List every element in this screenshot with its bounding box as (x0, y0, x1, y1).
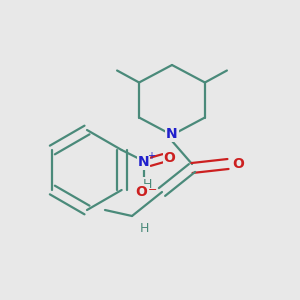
Text: O: O (232, 157, 244, 171)
Text: H: H (142, 178, 152, 190)
Text: −: − (148, 185, 157, 195)
Text: O: O (136, 185, 148, 199)
Text: N: N (138, 155, 149, 169)
Text: O: O (164, 151, 176, 165)
Text: H: H (139, 221, 149, 235)
Text: +: + (147, 151, 154, 161)
Text: N: N (166, 127, 178, 141)
